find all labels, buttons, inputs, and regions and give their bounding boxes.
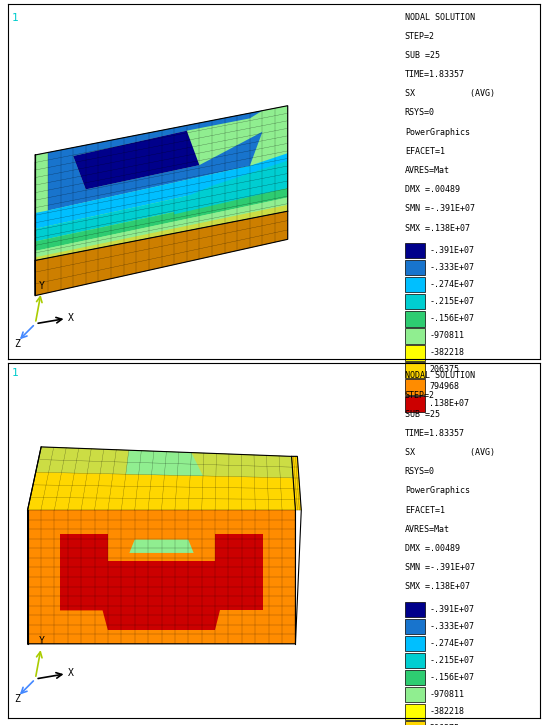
Polygon shape [35, 106, 288, 260]
Polygon shape [292, 456, 301, 510]
Bar [405, 618, 425, 634]
Bar [405, 670, 425, 685]
Bar [405, 345, 425, 360]
Polygon shape [215, 610, 263, 631]
Text: -.333E+07: -.333E+07 [430, 263, 475, 272]
Text: Z: Z [14, 694, 20, 704]
Bar [405, 311, 425, 326]
Text: 206375: 206375 [430, 724, 459, 725]
Text: -.274E+07: -.274E+07 [430, 280, 475, 289]
Text: NODAL SOLUTION: NODAL SOLUTION [405, 12, 475, 22]
Bar [405, 687, 425, 703]
Polygon shape [35, 153, 288, 229]
Text: 1: 1 [12, 12, 19, 22]
Polygon shape [35, 188, 288, 251]
Bar [405, 243, 425, 258]
Polygon shape [108, 534, 215, 561]
Text: SUB =25: SUB =25 [405, 51, 440, 60]
Polygon shape [263, 510, 295, 644]
Text: DMX =.00489: DMX =.00489 [405, 544, 460, 553]
Bar [405, 652, 425, 668]
Bar [405, 260, 425, 276]
Text: -.391E+07: -.391E+07 [430, 246, 475, 255]
Polygon shape [28, 510, 60, 644]
Text: AVRES=Mat: AVRES=Mat [405, 166, 450, 175]
Bar [405, 277, 425, 292]
Text: NODAL SOLUTION: NODAL SOLUTION [405, 371, 475, 381]
Text: EFACET=1: EFACET=1 [405, 146, 445, 156]
Text: PowerGraphics: PowerGraphics [405, 128, 470, 136]
Text: EFACET=1: EFACET=1 [405, 505, 445, 515]
Text: -.391E+07: -.391E+07 [430, 605, 475, 614]
Text: -.333E+07: -.333E+07 [430, 622, 475, 631]
Text: SUB =25: SUB =25 [405, 410, 440, 419]
Text: -.156E+07: -.156E+07 [430, 314, 475, 323]
Polygon shape [126, 450, 203, 476]
Text: Y: Y [39, 281, 45, 291]
Polygon shape [73, 130, 199, 189]
Text: -970811: -970811 [430, 331, 464, 340]
Text: Y: Y [39, 636, 45, 646]
Text: SMN =-.391E+07: SMN =-.391E+07 [405, 204, 475, 213]
Text: -382218: -382218 [430, 348, 464, 357]
Text: X: X [68, 668, 74, 678]
Text: X: X [68, 313, 74, 323]
Text: Z: Z [14, 339, 20, 349]
Text: TIME=1.83357: TIME=1.83357 [405, 429, 465, 438]
Text: STEP=2: STEP=2 [405, 32, 435, 41]
Text: -.215E+07: -.215E+07 [430, 297, 475, 306]
Text: .138E+07: .138E+07 [430, 399, 469, 408]
Bar [405, 328, 425, 344]
Text: -382218: -382218 [430, 707, 464, 716]
Text: -.215E+07: -.215E+07 [430, 656, 475, 665]
Text: 794968: 794968 [430, 383, 459, 392]
Bar [405, 379, 425, 394]
Text: -.274E+07: -.274E+07 [430, 639, 475, 648]
Text: SMX =.138E+07: SMX =.138E+07 [405, 223, 470, 233]
Polygon shape [60, 534, 263, 631]
Polygon shape [35, 205, 288, 260]
Polygon shape [35, 197, 288, 257]
Text: -970811: -970811 [430, 690, 464, 699]
Bar [405, 636, 425, 651]
Text: SX           (AVG): SX (AVG) [405, 89, 495, 99]
Polygon shape [48, 111, 262, 210]
Polygon shape [35, 211, 288, 296]
Text: SX           (AVG): SX (AVG) [405, 448, 495, 457]
Text: SMN =-.391E+07: SMN =-.391E+07 [405, 563, 475, 572]
Bar [405, 721, 425, 725]
Text: TIME=1.83357: TIME=1.83357 [405, 70, 465, 79]
Text: STEP=2: STEP=2 [405, 391, 435, 399]
Bar [405, 396, 425, 412]
Text: 206375: 206375 [430, 365, 459, 374]
Polygon shape [36, 447, 293, 478]
Bar [405, 602, 425, 617]
Polygon shape [28, 510, 295, 534]
Bar [405, 362, 425, 378]
Polygon shape [28, 447, 295, 510]
Text: RSYS=0: RSYS=0 [405, 109, 435, 117]
Text: AVRES=Mat: AVRES=Mat [405, 525, 450, 534]
Polygon shape [28, 510, 295, 644]
Polygon shape [60, 610, 108, 631]
Text: SMX =.138E+07: SMX =.138E+07 [405, 582, 470, 592]
Bar [405, 294, 425, 310]
Text: PowerGraphics: PowerGraphics [405, 486, 470, 495]
Polygon shape [35, 174, 288, 241]
Bar [405, 704, 425, 719]
Polygon shape [28, 631, 295, 644]
Text: DMX =.00489: DMX =.00489 [405, 185, 460, 194]
Text: -.156E+07: -.156E+07 [430, 673, 475, 682]
Polygon shape [129, 539, 194, 553]
Text: RSYS=0: RSYS=0 [405, 468, 435, 476]
Polygon shape [174, 160, 288, 215]
Text: 1: 1 [12, 368, 19, 378]
